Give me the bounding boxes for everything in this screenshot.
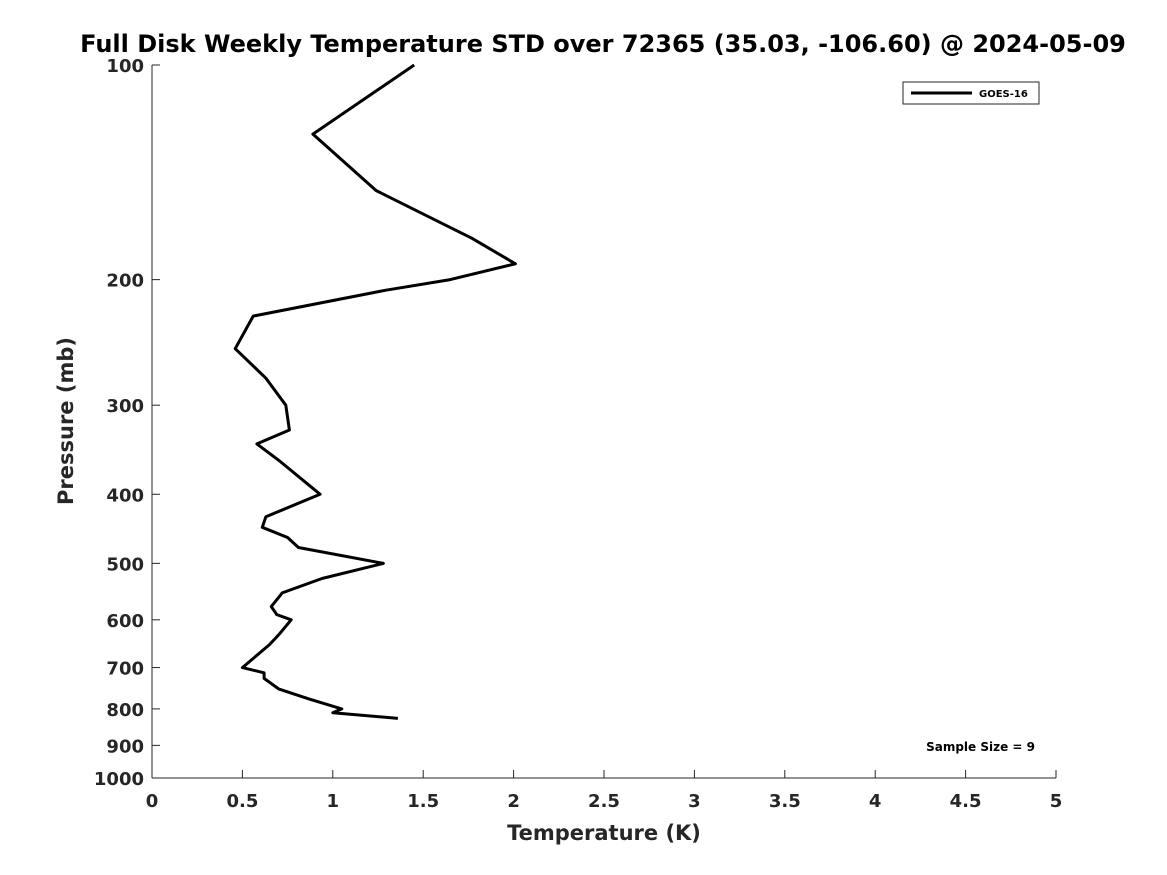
x-tick-label: 0 [146,791,159,812]
x-tick-label: 2 [507,791,520,812]
x-tick-label: 4.5 [950,791,982,812]
y-tick-label: 600 [106,611,144,632]
sample-size-note: Sample Size = 9 [926,740,1035,754]
legend-label-goes-16: GOES-16 [979,89,1028,100]
x-tick-label: 1 [327,791,340,812]
series-line [233,63,517,720]
y-tick-label: 300 [106,396,144,417]
x-tick-label: 5 [1050,791,1063,812]
x-tick-label: 0.5 [226,791,258,812]
y-tick-label: 500 [106,554,144,575]
y-tick-label: 1000 [94,769,144,790]
axes: 0 0.5 1 1.5 2 2.5 3 3.5 4 4.5 5 100 200 300 400 500 600 7… [94,56,1062,812]
x-axis-label: Temperature (K) [507,821,701,845]
y-tick-label: 400 [106,485,144,506]
y-tick-label: 800 [106,700,144,721]
y-axis-label: Pressure (mb) [54,337,78,505]
y-tick-label: 200 [106,271,144,292]
y-tick-label: 900 [106,736,144,757]
series-group [233,63,517,720]
x-tick-label: 4 [869,791,882,812]
x-tick-label: 1.5 [407,791,439,812]
x-tick-label: 3 [688,791,701,812]
x-tick-label: 2.5 [588,791,620,812]
y-tick-label: 700 [106,659,144,680]
chart-title: Full Disk Weekly Temperature STD over 72… [80,30,1126,58]
legend: GOES-16 [902,81,1040,105]
x-tick-label: 3.5 [769,791,801,812]
y-tick-label: 100 [106,56,144,77]
